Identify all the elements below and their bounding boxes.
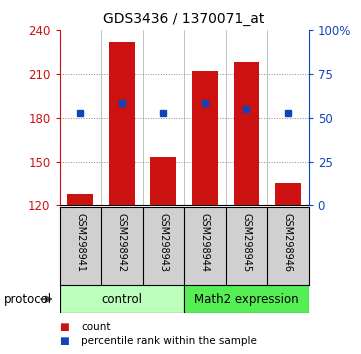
Title: GDS3436 / 1370071_at: GDS3436 / 1370071_at: [103, 12, 265, 26]
Text: GSM298942: GSM298942: [117, 213, 127, 273]
Bar: [109, 42, 135, 205]
Bar: [234, 62, 259, 205]
Bar: [68, 194, 93, 205]
Text: GSM298944: GSM298944: [200, 213, 210, 272]
Text: GSM298946: GSM298946: [283, 213, 293, 272]
Text: GSM298945: GSM298945: [242, 213, 251, 273]
Text: ■: ■: [60, 336, 73, 346]
Text: Math2 expression: Math2 expression: [194, 293, 299, 306]
FancyBboxPatch shape: [184, 285, 309, 313]
Text: control: control: [101, 293, 142, 306]
FancyBboxPatch shape: [60, 285, 184, 313]
Text: ■: ■: [60, 322, 73, 332]
Bar: [275, 183, 301, 205]
Text: GSM298943: GSM298943: [158, 213, 168, 272]
Text: GSM298941: GSM298941: [75, 213, 85, 272]
Text: protocol: protocol: [4, 293, 52, 306]
Bar: [151, 157, 176, 205]
Text: percentile rank within the sample: percentile rank within the sample: [81, 336, 257, 346]
Bar: [192, 71, 218, 205]
Text: count: count: [81, 322, 111, 332]
